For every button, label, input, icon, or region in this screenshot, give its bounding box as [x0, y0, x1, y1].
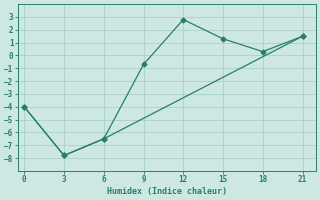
X-axis label: Humidex (Indice chaleur): Humidex (Indice chaleur)	[107, 187, 227, 196]
